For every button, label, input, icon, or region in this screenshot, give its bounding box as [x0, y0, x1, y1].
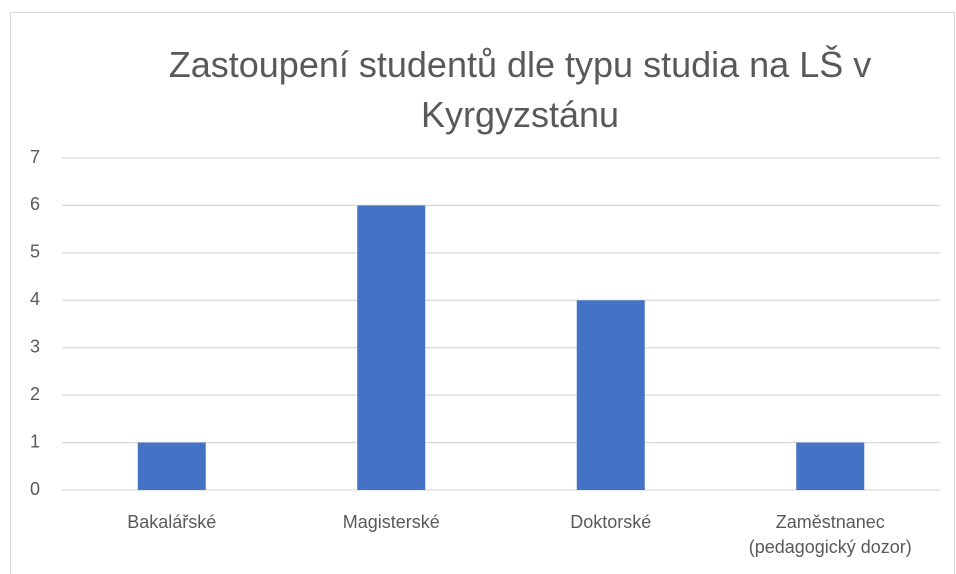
chart-title: Zastoupení studentů dle typu studia na L…: [168, 44, 872, 135]
y-tick-label: 5: [30, 242, 40, 262]
bar: [576, 300, 645, 490]
y-tick-label: 6: [30, 194, 40, 214]
chart-frame: [10, 12, 955, 574]
y-tick-label: 0: [30, 479, 40, 499]
y-tick-label: 3: [30, 336, 40, 356]
x-tick-label: Bakalářské: [127, 512, 217, 532]
y-tick-label: 2: [30, 384, 40, 404]
x-tick-label: Magisterské: [342, 512, 440, 532]
bar: [357, 205, 426, 490]
x-tick-label: Doktorské: [570, 512, 652, 532]
x-tick-label: Zaměstnanec (pedagogický dozor): [748, 512, 912, 557]
y-tick-label: 7: [30, 147, 40, 167]
bar: [137, 442, 206, 490]
bar: [796, 442, 865, 490]
y-tick-label: 1: [30, 431, 40, 451]
y-tick-label: 4: [30, 289, 40, 309]
